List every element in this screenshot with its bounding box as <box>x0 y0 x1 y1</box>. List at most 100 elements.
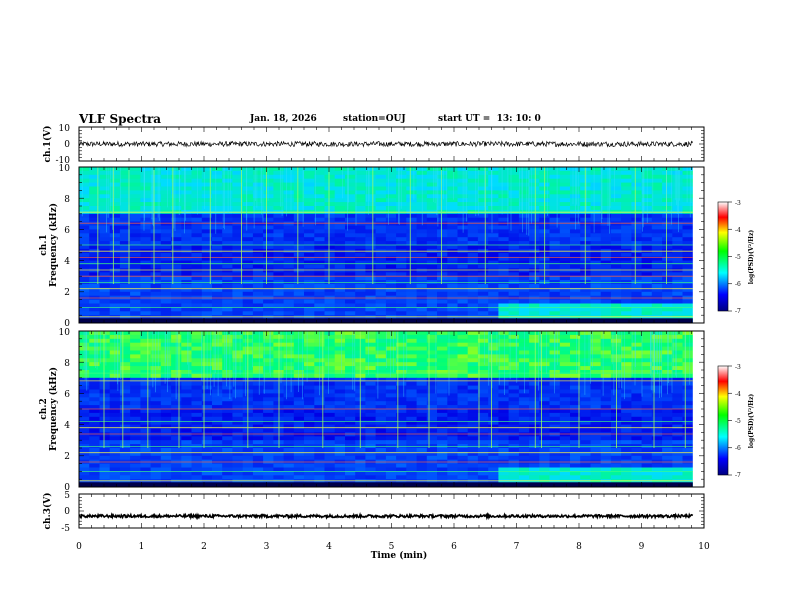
spec-cell <box>631 252 643 258</box>
spec-cell <box>140 233 152 238</box>
spec-cell <box>140 303 152 308</box>
spec-cell <box>488 268 499 273</box>
spec-cell <box>181 338 192 344</box>
spec-cell <box>89 245 100 250</box>
spec-cell <box>477 338 489 344</box>
spec-cell <box>508 307 520 312</box>
spec-cell <box>406 241 417 246</box>
spec-cell <box>89 315 100 320</box>
spec-cell <box>682 198 694 203</box>
spec-cell <box>682 276 694 281</box>
spec-cell <box>130 366 141 371</box>
spec-cell <box>130 354 141 359</box>
spec-cell <box>109 206 121 211</box>
spec-cell <box>375 182 387 187</box>
spec-cell <box>600 455 612 461</box>
waveform-line <box>78 140 694 148</box>
spec-cell <box>437 354 448 359</box>
spec-cell <box>651 291 663 297</box>
spec-cell <box>385 362 397 367</box>
spec-cell <box>467 303 479 308</box>
spec-cell <box>242 287 254 293</box>
spec-cell <box>273 315 285 320</box>
spec-cell <box>191 233 203 238</box>
spec-cell <box>304 331 315 336</box>
spec-cell <box>539 405 550 410</box>
spec-cell <box>590 225 602 230</box>
spec-cell <box>437 436 448 441</box>
spec-cell <box>631 381 643 387</box>
spec-cell <box>324 432 336 437</box>
spec-cell <box>488 401 499 406</box>
spec-cell <box>293 284 305 289</box>
spec-cell <box>345 350 356 355</box>
spec-cell <box>314 252 325 258</box>
spec-cell <box>682 342 694 348</box>
spec-cell <box>488 397 499 402</box>
spec-cell <box>477 401 489 406</box>
spec-cell <box>467 245 479 250</box>
spec-cell <box>99 311 111 316</box>
spec-cell <box>304 405 315 410</box>
spec-cell <box>355 264 366 269</box>
spec-cell <box>477 370 489 375</box>
spec-cell <box>324 260 336 265</box>
spec-cell <box>365 397 377 402</box>
spec-cell <box>477 194 489 199</box>
spec-cell <box>293 252 305 258</box>
spec-cell <box>559 416 571 422</box>
spec-cell <box>426 206 438 211</box>
spec-cell <box>171 451 182 457</box>
spec-cell <box>89 256 100 262</box>
spec-cell <box>222 338 233 344</box>
spec-cell <box>314 202 325 207</box>
spec-cell <box>242 170 254 176</box>
spec-cell <box>621 448 632 453</box>
spec-cell <box>345 373 356 379</box>
spec-cell <box>437 420 448 426</box>
spec-cell <box>293 237 305 242</box>
spec-cell <box>610 202 622 207</box>
spec-cell <box>590 245 602 250</box>
spec-cell <box>191 350 203 355</box>
spec-cell <box>508 303 520 308</box>
spec-cell <box>130 436 141 441</box>
spec-cell <box>426 252 438 258</box>
spec-cell <box>570 366 581 371</box>
spec-cell <box>119 393 131 398</box>
spec-cell <box>375 272 387 277</box>
spec-cell <box>539 346 550 351</box>
spec-cell <box>324 225 336 230</box>
spec-cell <box>252 206 264 211</box>
spec-cell <box>181 307 192 312</box>
spec-cell <box>406 385 417 390</box>
spec-cell <box>355 170 366 176</box>
spec-cell <box>181 178 192 184</box>
spec-no-data <box>692 167 705 323</box>
spec-cell <box>621 272 632 277</box>
spec-cell <box>672 315 683 320</box>
spec-cell <box>345 252 356 258</box>
spec-cell <box>508 287 520 293</box>
spec-cell <box>324 287 336 293</box>
spec-cell <box>590 463 602 468</box>
spec-cell <box>109 170 121 176</box>
spec-cell <box>232 241 244 246</box>
spec-cell <box>488 186 499 191</box>
spec-cell <box>355 467 366 472</box>
spec-cell <box>201 194 213 199</box>
spec-cell <box>467 260 479 265</box>
spec-cell <box>304 186 315 191</box>
spec-cell <box>437 217 448 223</box>
spec-cell <box>621 198 632 203</box>
spec-cell <box>99 424 111 429</box>
spec-cell <box>109 178 121 184</box>
spec-cell <box>457 237 469 242</box>
spec-cell <box>252 354 264 359</box>
spec-cell <box>273 455 285 461</box>
spec-cell <box>477 245 489 250</box>
spec-cell <box>385 393 397 398</box>
spec-cell <box>109 412 121 418</box>
spec-cell <box>150 467 162 472</box>
spec-cell <box>160 436 172 441</box>
